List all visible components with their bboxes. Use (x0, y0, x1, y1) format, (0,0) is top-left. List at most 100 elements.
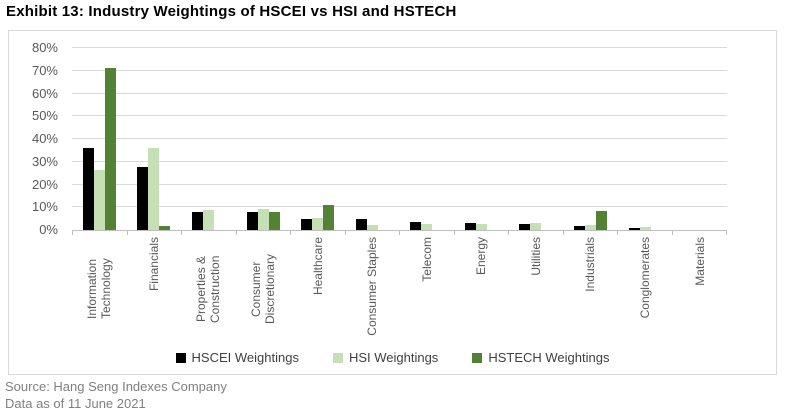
x-category-label: Consumer Staples (365, 237, 380, 336)
x-category-label: Utilities (528, 237, 543, 276)
bar-hsi (530, 222, 542, 230)
x-tick (72, 231, 127, 235)
y-tick-label: 60% (31, 85, 58, 101)
x-tick (453, 231, 509, 235)
x-tick (671, 231, 727, 235)
legend-item: HSTECH Weightings (472, 350, 609, 365)
bar-hsi (639, 226, 651, 230)
x-category-label: Consumer Discretionary (249, 253, 278, 325)
x-axis-line (72, 230, 727, 231)
x-tick (344, 231, 400, 235)
y-tick-label: 20% (31, 176, 58, 192)
bar-group (290, 204, 345, 230)
x-category-slot: Information Technology (72, 237, 127, 341)
bar-hsi (475, 224, 487, 230)
x-tick (235, 231, 291, 235)
bar-group (618, 226, 673, 230)
bar-hsi (148, 147, 160, 230)
legend-item: HSCEI Weightings (175, 350, 299, 365)
legend-swatch-hscei (175, 352, 186, 363)
y-tick-label: 10% (31, 199, 58, 215)
y-tick-label: 50% (31, 108, 58, 124)
x-category-slot: Industrials (563, 237, 618, 341)
x-category-slot: Utilities (509, 237, 564, 341)
data-asof-line: Data as of 11 June 2021 (5, 396, 146, 411)
x-tick (562, 231, 618, 235)
legend-swatch-hsi (332, 352, 343, 363)
x-category-label: Energy (474, 237, 489, 276)
x-category-slot: Consumer Staples (345, 237, 400, 341)
x-category-label: Healthcare (310, 237, 325, 296)
bar-hstech (323, 204, 335, 230)
y-tick-label: 80% (31, 40, 58, 55)
x-tick (290, 231, 345, 235)
bar-hsi (93, 169, 105, 230)
bar-group (236, 209, 291, 230)
x-category-slot: Healthcare (290, 237, 345, 341)
x-category-label: Information Technology (85, 258, 114, 320)
bar-hsi (312, 217, 324, 230)
bar-group (181, 210, 236, 230)
bar-hstech (159, 225, 171, 230)
x-tick (508, 231, 563, 235)
bar-hsi (257, 209, 269, 230)
x-category-slot: Consumer Discretionary (236, 237, 291, 341)
x-axis-ticks (72, 231, 727, 235)
x-category-label: Properties & Construction (194, 255, 223, 323)
x-category-slot: Conglomerates (618, 237, 673, 341)
bar-hscei (191, 212, 203, 230)
y-tick-label: 0% (39, 222, 58, 237)
x-category-slot: Financials (127, 237, 182, 341)
source-line: Source: Hang Seng Indexes Company (5, 379, 227, 394)
gridline (72, 115, 727, 117)
y-tick-label: 40% (31, 131, 58, 146)
x-tick (126, 231, 182, 235)
gridline (72, 69, 727, 71)
x-category-slot: Materials (672, 237, 727, 341)
legend-item: HSI Weightings (332, 350, 439, 365)
bar-hsi (421, 224, 433, 230)
exhibit-title: Exhibit 13: Industry Weightings of HSCEI… (6, 3, 457, 20)
bar-hscei (82, 148, 94, 230)
x-axis-labels: Information Technology Financials Properti… (72, 237, 727, 341)
bar-hstech (595, 210, 607, 230)
bar-hstech (104, 68, 116, 230)
x-category-label: Conglomerates (638, 237, 653, 319)
gridline (72, 47, 727, 48)
bar-groups (72, 48, 727, 230)
x-category-slot: Properties & Construction (181, 237, 236, 341)
bar-group (399, 221, 454, 230)
bar-hsi (366, 225, 378, 230)
chart-container: 0% 10% 20% 30% 40% 50% 60% 70% 80% Information T… (8, 30, 777, 375)
bar-hscei (137, 167, 149, 230)
gridline (72, 206, 727, 208)
y-axis-labels: 0% 10% 20% 30% 40% 50% 60% 70% 80% (9, 40, 58, 237)
bar-hsi (202, 210, 214, 230)
bar-hscei (301, 218, 313, 230)
plot-area (72, 47, 727, 231)
bar-group (454, 222, 509, 230)
x-tick (181, 231, 236, 235)
x-category-label: Materials (692, 237, 707, 286)
bar-hstech (268, 212, 280, 230)
bar-hscei (410, 221, 422, 230)
bar-group (72, 68, 127, 230)
x-category-label: Telecom (419, 237, 434, 282)
bar-hscei (355, 218, 367, 230)
bar-hscei (573, 226, 585, 230)
bar-hsi (584, 225, 596, 230)
x-tick (617, 231, 672, 235)
bar-hscei (519, 224, 531, 230)
bar-group (509, 222, 564, 230)
y-tick-label: 30% (31, 153, 58, 169)
legend-swatch-hstech (472, 352, 483, 363)
bar-hscei (246, 212, 258, 230)
bar-group (127, 147, 182, 230)
legend-label: HSI Weightings (348, 350, 439, 365)
source-note: Source: Hang Seng Indexes Company Data a… (5, 378, 227, 412)
bar-group (563, 210, 618, 230)
x-category-label: Industrials (583, 237, 598, 292)
gridline (72, 138, 727, 139)
gridline (72, 183, 727, 185)
chart-legend: HSCEI Weightings HSI Weightings HSTECH Wei… (9, 350, 776, 365)
